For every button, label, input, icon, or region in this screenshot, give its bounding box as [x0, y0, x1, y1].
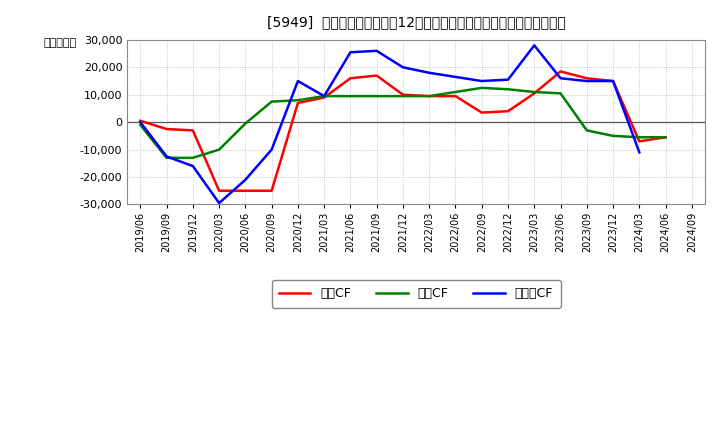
- 営業CF: [320, 95, 328, 100]
- 営業CF: [399, 92, 408, 97]
- フリーCF: [608, 78, 617, 84]
- フリーCF: [267, 147, 276, 152]
- Y-axis label: （百万円）: （百万円）: [44, 38, 77, 48]
- 営業CF: [267, 188, 276, 194]
- 投資CF: [530, 89, 539, 95]
- フリーCF: [241, 177, 250, 183]
- 営業CF: [451, 93, 460, 99]
- 営業CF: [241, 188, 250, 194]
- 投資CF: [267, 99, 276, 104]
- 投資CF: [136, 122, 145, 128]
- 投資CF: [294, 98, 302, 103]
- フリーCF: [557, 76, 565, 81]
- 投資CF: [399, 93, 408, 99]
- 投資CF: [215, 147, 223, 152]
- Line: フリーCF: フリーCF: [140, 45, 639, 203]
- 営業CF: [189, 128, 197, 133]
- 営業CF: [635, 139, 644, 144]
- フリーCF: [399, 65, 408, 70]
- フリーCF: [189, 163, 197, 169]
- 投資CF: [189, 155, 197, 161]
- Line: 営業CF: 営業CF: [140, 71, 665, 191]
- 営業CF: [136, 118, 145, 124]
- フリーCF: [320, 93, 328, 99]
- 営業CF: [346, 76, 355, 81]
- 営業CF: [530, 91, 539, 96]
- フリーCF: [372, 48, 381, 54]
- 投資CF: [557, 91, 565, 96]
- フリーCF: [162, 154, 171, 159]
- 投資CF: [582, 128, 591, 133]
- フリーCF: [451, 74, 460, 80]
- フリーCF: [346, 50, 355, 55]
- 営業CF: [162, 126, 171, 132]
- 投資CF: [346, 93, 355, 99]
- 投資CF: [320, 93, 328, 99]
- フリーCF: [136, 120, 145, 125]
- フリーCF: [504, 77, 513, 82]
- 営業CF: [608, 78, 617, 84]
- フリーCF: [477, 78, 486, 84]
- 投資CF: [608, 133, 617, 139]
- 投資CF: [661, 135, 670, 140]
- フリーCF: [294, 78, 302, 84]
- 営業CF: [661, 135, 670, 140]
- フリーCF: [582, 78, 591, 84]
- 投資CF: [504, 87, 513, 92]
- 営業CF: [294, 100, 302, 106]
- フリーCF: [635, 150, 644, 155]
- Legend: 営業CF, 投資CF, フリーCF: 営業CF, 投資CF, フリーCF: [271, 280, 561, 308]
- 営業CF: [215, 188, 223, 194]
- Line: 投資CF: 投資CF: [140, 88, 665, 158]
- 投資CF: [425, 93, 433, 99]
- 投資CF: [451, 89, 460, 95]
- 投資CF: [635, 135, 644, 140]
- 投資CF: [477, 85, 486, 91]
- 投資CF: [162, 155, 171, 161]
- 投資CF: [241, 121, 250, 126]
- フリーCF: [425, 70, 433, 75]
- 営業CF: [477, 110, 486, 115]
- フリーCF: [530, 43, 539, 48]
- Title: [5949]  キャッシュフローの12か月移動合計の対前年同期増減額の推移: [5949] キャッシュフローの12か月移動合計の対前年同期増減額の推移: [266, 15, 565, 29]
- フリーCF: [215, 201, 223, 206]
- 営業CF: [582, 76, 591, 81]
- 営業CF: [372, 73, 381, 78]
- 営業CF: [504, 109, 513, 114]
- 投資CF: [372, 93, 381, 99]
- 営業CF: [557, 69, 565, 74]
- 営業CF: [425, 93, 433, 99]
